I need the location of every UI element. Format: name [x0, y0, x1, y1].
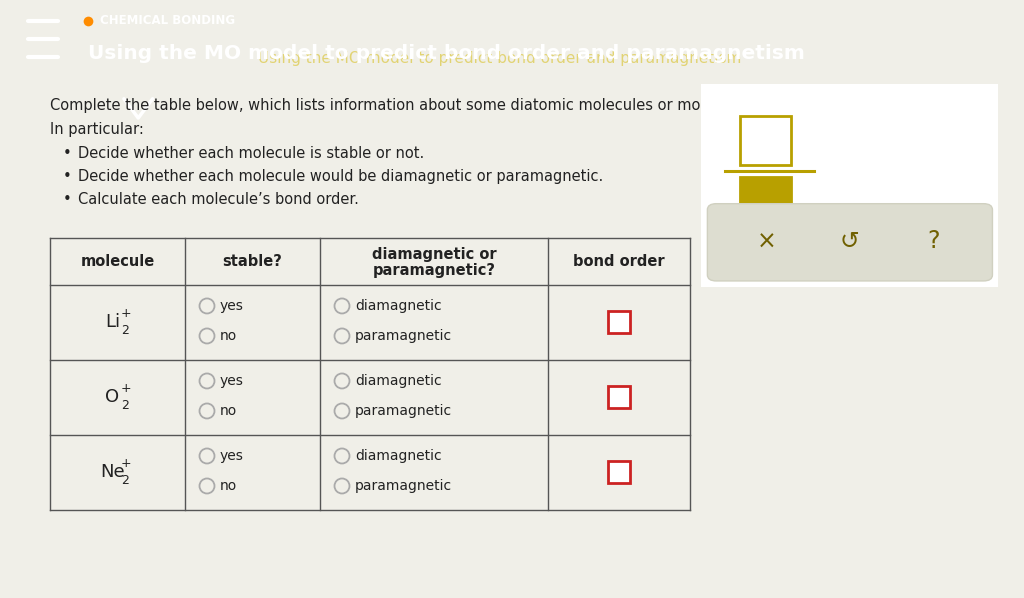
Text: +: + [120, 382, 131, 395]
Text: O: O [105, 389, 120, 407]
Text: paramagnetic?: paramagnetic? [373, 263, 496, 278]
Text: diamagnetic or: diamagnetic or [372, 247, 497, 262]
Text: Using the MO model to predict bond order and paramagnetism: Using the MO model to predict bond order… [258, 51, 741, 66]
FancyBboxPatch shape [692, 80, 1008, 291]
Text: In particular:: In particular: [50, 122, 144, 137]
Text: paramagnetic: paramagnetic [355, 479, 453, 493]
Text: Li: Li [104, 313, 120, 331]
Text: +: + [120, 457, 131, 470]
Text: •: • [63, 146, 72, 161]
Text: stable?: stable? [222, 254, 283, 269]
Text: Complete the table below, which lists information about some diatomic molecules : Complete the table below, which lists in… [50, 98, 790, 113]
Text: paramagnetic: paramagnetic [355, 329, 453, 343]
Text: diamagnetic: diamagnetic [355, 299, 441, 313]
FancyBboxPatch shape [740, 116, 791, 165]
Text: yes: yes [220, 299, 244, 313]
Text: 2: 2 [122, 474, 129, 487]
Text: no: no [220, 329, 238, 343]
Text: Ne: Ne [100, 463, 125, 481]
Text: no: no [220, 404, 238, 418]
Text: Calculate each molecule’s bond order.: Calculate each molecule’s bond order. [78, 192, 358, 207]
Text: bond order: bond order [573, 254, 665, 269]
Text: yes: yes [220, 374, 244, 388]
Text: 2: 2 [122, 399, 129, 412]
Bar [608, 386, 630, 408]
Text: ↺: ↺ [840, 229, 860, 254]
Bar [608, 312, 630, 334]
Text: ×: × [757, 229, 776, 254]
FancyBboxPatch shape [740, 177, 791, 220]
Bar [608, 462, 630, 484]
Text: diamagnetic: diamagnetic [355, 449, 441, 463]
Text: molecule: molecule [80, 254, 155, 269]
FancyBboxPatch shape [708, 204, 992, 281]
Text: ?: ? [927, 229, 939, 254]
Text: yes: yes [220, 449, 244, 463]
Text: Using the MO model to predict bond order and paramagnetism: Using the MO model to predict bond order… [88, 44, 805, 63]
Text: paramagnetic: paramagnetic [355, 404, 453, 418]
Text: •: • [63, 192, 72, 207]
Text: no: no [220, 479, 238, 493]
Text: Decide whether each molecule is stable or not.: Decide whether each molecule is stable o… [78, 146, 424, 161]
Text: •: • [63, 169, 72, 184]
Text: diamagnetic: diamagnetic [355, 374, 441, 388]
Text: +: + [120, 307, 131, 320]
Text: CHEMICAL BONDING: CHEMICAL BONDING [100, 14, 236, 28]
Text: Decide whether each molecule would be diamagnetic or paramagnetic.: Decide whether each molecule would be di… [78, 169, 603, 184]
Text: 2: 2 [122, 324, 129, 337]
